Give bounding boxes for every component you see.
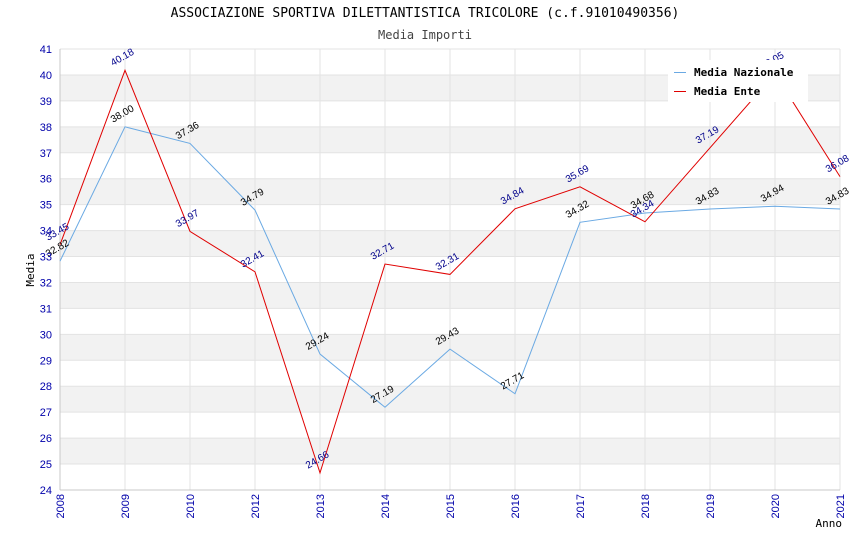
y-tick-label: 41 [40,44,52,56]
x-tick-label: 2008 [55,494,67,518]
x-tick-label: 2017 [575,494,587,518]
y-tick-label: 40 [40,70,52,82]
y-axis-title: Media [24,253,37,286]
y-tick-label: 33 [40,252,52,264]
y-tick-label: 38 [40,122,52,134]
chart-title: ASSOCIAZIONE SPORTIVA DILETTANTISTICA TR… [170,6,680,21]
y-tick-label: 39 [40,96,52,108]
legend-label-media-nazionale: Media Nazionale [694,65,794,79]
y-tick-label: 34 [40,226,52,238]
y-tick-label: 24 [40,485,52,497]
data-label: 38.00 [109,103,137,125]
y-tick-label: 25 [40,459,52,471]
x-tick-label: 2012 [250,494,262,518]
data-label: 40.18 [109,47,137,69]
legend-label-media-ente: Media Ente [694,84,761,98]
x-axis-title: Anno [816,517,843,530]
grid-bands [59,48,841,491]
y-tick-label: 27 [40,407,52,419]
y-tick-label: 30 [40,329,52,341]
y-tick-label: 26 [40,433,52,445]
x-tick-label: 2010 [185,494,197,518]
legend-item-media-ente: Media Ente [674,84,760,98]
y-tick-label: 29 [40,355,52,367]
axes [59,49,840,491]
x-tick-label: 2020 [770,494,782,518]
legend-item-media-nazionale: Media Nazionale [674,65,793,79]
x-tick-label: 2014 [380,494,392,518]
legend-swatch-media-ente [674,90,686,92]
tick-labels: 24 25 26 27 28 29 30 31 32 33 34 35 36 37 38 39 40 41 2008… [24,44,847,530]
legend: Media Nazionale Media Ente [668,60,808,102]
y-tick-label: 37 [40,148,52,160]
x-tick-label: 2013 [315,494,327,518]
legend-swatch-media-nazionale [674,71,686,73]
series-lines [59,68,841,475]
x-tick-label: 2021 [835,494,847,518]
x-tick-label: 2009 [120,494,132,518]
x-tick-label: 2018 [640,494,652,518]
series-line-media-ente [59,68,841,475]
y-tick-label: 28 [40,381,52,393]
y-tick-label: 36 [40,174,52,186]
y-tick-label: 32 [40,277,52,289]
x-tick-label: 2019 [705,494,717,518]
y-tick-label: 35 [40,200,52,212]
x-tick-label: 2015 [445,494,457,518]
x-tick-label: 2016 [510,494,522,518]
y-tick-label: 31 [40,303,52,315]
chart-subtitle: Media Importi [378,28,472,42]
series-line-media-nazionale [59,126,841,408]
